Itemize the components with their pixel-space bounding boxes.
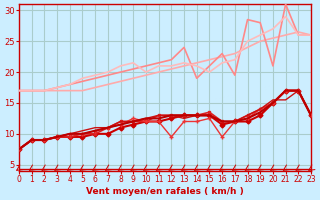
X-axis label: Vent moyen/en rafales ( km/h ): Vent moyen/en rafales ( km/h )	[86, 187, 244, 196]
